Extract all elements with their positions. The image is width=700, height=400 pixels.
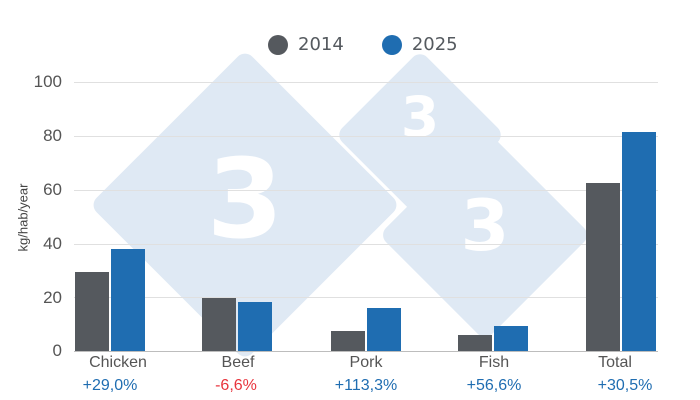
bar-fish-2014[interactable]: [458, 335, 492, 351]
watermark-digit: 3: [400, 85, 440, 149]
legend-item-2014[interactable]: 2014: [268, 34, 344, 55]
y-tick: 80: [43, 126, 62, 145]
y-tick: 40: [43, 234, 62, 253]
bar-total-2014[interactable]: [586, 182, 620, 351]
y-tick: 100: [33, 72, 62, 91]
gridline: [74, 82, 658, 83]
legend-label: 2014: [298, 34, 344, 55]
bar-pork-2025[interactable]: [367, 308, 401, 351]
category-label-fish: Fish: [478, 354, 510, 371]
gridline: [74, 136, 658, 137]
gridline: [74, 244, 658, 245]
y-tick: 20: [43, 288, 62, 307]
legend-dot-icon: [381, 34, 402, 55]
y-tick: 0: [52, 341, 62, 360]
gridline: [74, 297, 658, 298]
change-label-fish: +56,6%: [466, 377, 522, 394]
x-axis-line: [74, 351, 658, 352]
bar-pork-2014[interactable]: [331, 331, 365, 351]
watermark-digit: 3: [460, 185, 510, 267]
legend-item-2025[interactable]: 2025: [381, 34, 458, 55]
category-label-chicken: Chicken: [89, 354, 147, 371]
bar-chicken-2014[interactable]: [75, 271, 109, 351]
gridline: [74, 190, 658, 191]
bar-chicken-2025[interactable]: [111, 249, 145, 351]
category-label-beef: Beef: [221, 354, 255, 371]
bar-total-2025[interactable]: [622, 131, 656, 351]
change-label-beef: -6,6%: [215, 377, 257, 394]
legend-label: 2025: [411, 34, 458, 55]
change-label-chicken: +29,0%: [82, 377, 138, 394]
bar-beef-2014[interactable]: [202, 298, 236, 351]
y-tick: 60: [43, 180, 62, 199]
bar-fish-2025[interactable]: [494, 325, 528, 351]
category-label-total: Total: [598, 354, 632, 371]
legend: 2014 2025: [268, 34, 458, 55]
change-label-total: +30,5%: [597, 377, 653, 394]
bar-beef-2025[interactable]: [238, 301, 272, 351]
watermark-digit: 3: [206, 135, 284, 263]
category-label-pork: Pork: [349, 354, 383, 371]
legend-dot-icon: [268, 34, 288, 55]
change-label-pork: +113,3%: [334, 377, 398, 394]
